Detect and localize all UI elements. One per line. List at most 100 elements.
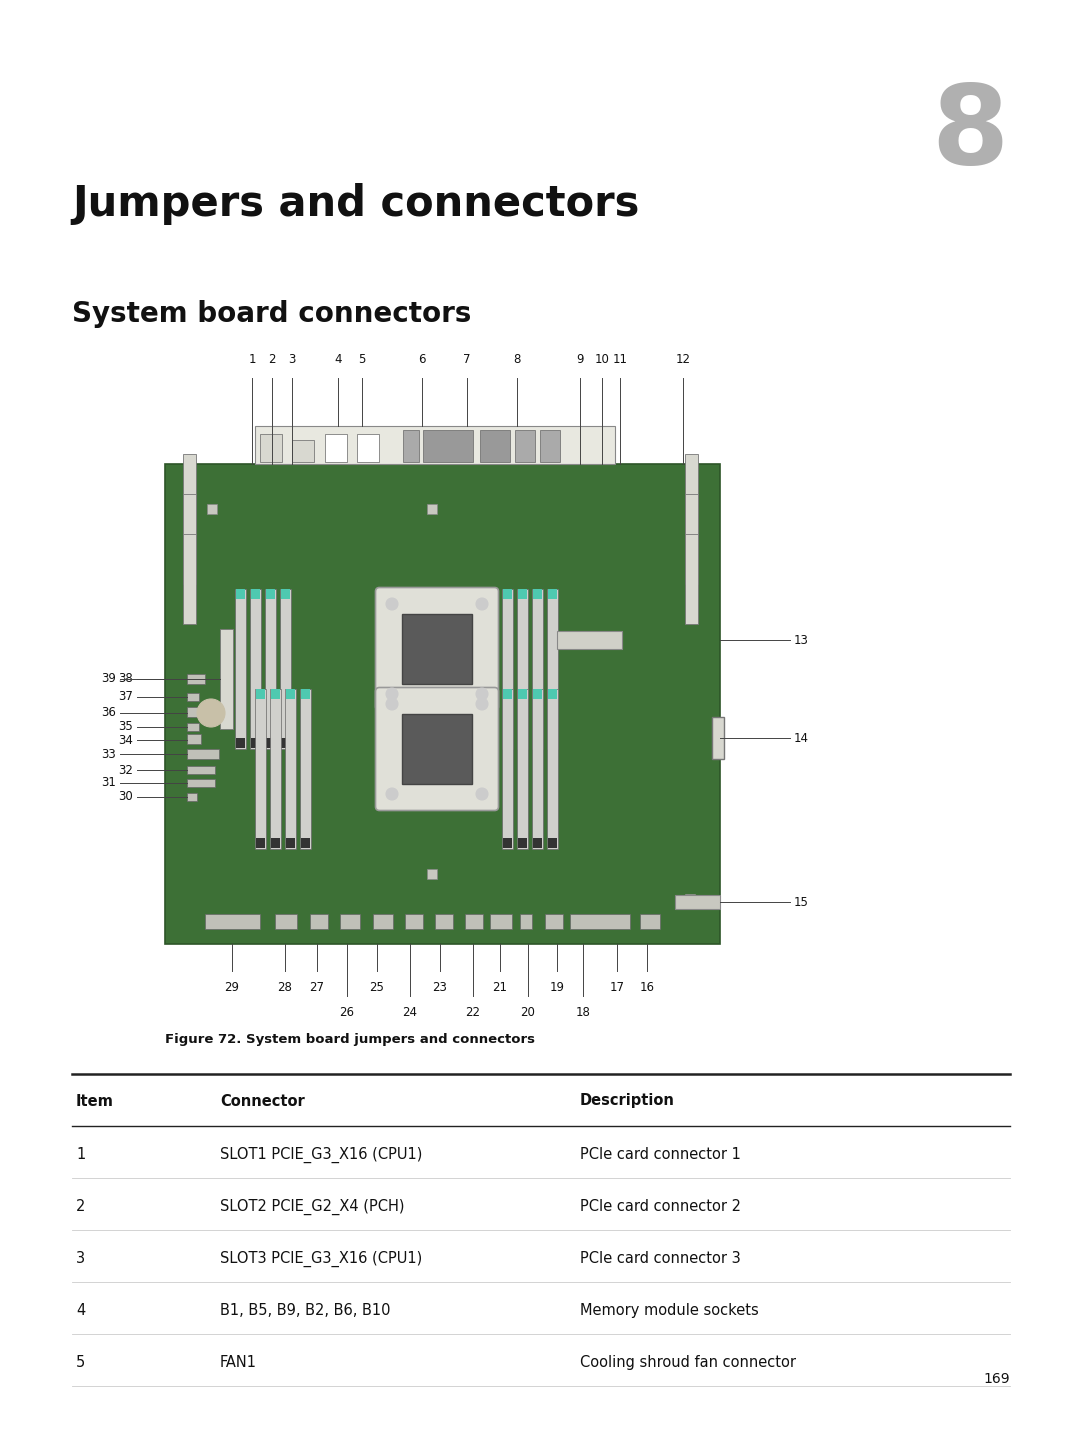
- Bar: [251, 739, 260, 749]
- Text: 34: 34: [118, 734, 133, 747]
- Bar: [402, 714, 472, 784]
- FancyBboxPatch shape: [376, 687, 499, 810]
- Text: 169: 169: [984, 1372, 1010, 1387]
- Bar: [534, 739, 542, 749]
- Text: 12: 12: [675, 353, 690, 366]
- Bar: [270, 688, 281, 849]
- Text: 9: 9: [577, 353, 584, 366]
- Text: 28: 28: [278, 981, 293, 994]
- Text: 37: 37: [118, 691, 133, 704]
- Bar: [534, 837, 542, 847]
- Bar: [546, 589, 558, 749]
- Bar: [427, 869, 437, 879]
- Bar: [712, 717, 724, 759]
- Bar: [275, 913, 297, 929]
- Bar: [187, 723, 199, 731]
- Bar: [235, 589, 246, 749]
- Text: 31: 31: [102, 776, 116, 790]
- Text: 15: 15: [794, 895, 809, 909]
- Bar: [685, 455, 698, 543]
- Bar: [265, 589, 276, 749]
- Bar: [517, 688, 528, 849]
- Text: 3: 3: [76, 1250, 85, 1266]
- Bar: [373, 913, 393, 929]
- Text: 30: 30: [118, 790, 133, 803]
- Bar: [548, 589, 557, 599]
- Text: 33: 33: [102, 747, 116, 760]
- Bar: [256, 837, 265, 847]
- Text: 29: 29: [225, 981, 240, 994]
- Bar: [503, 739, 512, 749]
- Text: 18: 18: [576, 1007, 591, 1020]
- Bar: [357, 435, 379, 462]
- Bar: [260, 435, 282, 462]
- Text: 7: 7: [463, 353, 471, 366]
- Text: 27: 27: [310, 981, 324, 994]
- Circle shape: [476, 688, 488, 700]
- Bar: [640, 913, 660, 929]
- Text: SLOT2 PCIE_G2_X4 (PCH): SLOT2 PCIE_G2_X4 (PCH): [220, 1199, 405, 1215]
- Bar: [286, 837, 295, 847]
- Bar: [518, 589, 527, 599]
- Text: 16: 16: [639, 981, 654, 994]
- Bar: [187, 793, 197, 802]
- Text: 17: 17: [609, 981, 624, 994]
- Bar: [340, 913, 360, 929]
- Text: FAN1: FAN1: [220, 1355, 257, 1369]
- Text: 26: 26: [339, 1007, 354, 1020]
- Bar: [187, 779, 215, 787]
- Bar: [183, 533, 195, 624]
- Bar: [271, 688, 280, 698]
- Text: 8: 8: [931, 80, 1009, 188]
- Text: 11: 11: [612, 353, 627, 366]
- Text: PCIe card connector 3: PCIe card connector 3: [580, 1250, 741, 1266]
- Bar: [435, 913, 453, 929]
- Text: 1: 1: [76, 1147, 85, 1162]
- Bar: [490, 913, 512, 929]
- Text: PCIe card connector 1: PCIe card connector 1: [580, 1147, 741, 1162]
- Text: 35: 35: [118, 720, 133, 734]
- Bar: [255, 688, 266, 849]
- Bar: [281, 739, 291, 749]
- Bar: [301, 688, 310, 698]
- Bar: [402, 614, 472, 684]
- Text: 4: 4: [76, 1304, 85, 1318]
- Bar: [286, 688, 295, 698]
- Text: 5: 5: [76, 1355, 85, 1369]
- Bar: [502, 589, 513, 749]
- Text: 25: 25: [369, 981, 384, 994]
- Text: B1, B5, B9, B2, B6, B10: B1, B5, B9, B2, B6, B10: [220, 1304, 391, 1318]
- Text: SLOT3 PCIE_G3_X16 (CPU1): SLOT3 PCIE_G3_X16 (CPU1): [220, 1250, 422, 1266]
- Bar: [187, 693, 199, 701]
- Text: 10: 10: [595, 353, 609, 366]
- Bar: [301, 837, 310, 847]
- Bar: [534, 589, 542, 599]
- Bar: [187, 734, 201, 744]
- Text: 24: 24: [403, 1007, 418, 1020]
- Bar: [532, 589, 543, 749]
- Bar: [519, 913, 532, 929]
- Circle shape: [197, 698, 225, 727]
- Bar: [280, 589, 291, 749]
- Text: Connector: Connector: [220, 1094, 305, 1108]
- Bar: [271, 837, 280, 847]
- Bar: [557, 631, 622, 650]
- Text: 22: 22: [465, 1007, 481, 1020]
- Text: 38: 38: [118, 673, 133, 685]
- Bar: [187, 749, 219, 759]
- Bar: [266, 739, 275, 749]
- Bar: [518, 837, 527, 847]
- Bar: [292, 440, 314, 462]
- Bar: [503, 688, 512, 698]
- Circle shape: [386, 698, 399, 710]
- Bar: [502, 688, 513, 849]
- Text: 32: 32: [118, 763, 133, 776]
- Bar: [540, 430, 561, 462]
- Text: 21: 21: [492, 981, 508, 994]
- Bar: [285, 688, 296, 849]
- Bar: [570, 913, 630, 929]
- Bar: [518, 739, 527, 749]
- Text: 2: 2: [268, 353, 275, 366]
- Text: Jumpers and connectors: Jumpers and connectors: [72, 184, 639, 225]
- Bar: [187, 766, 215, 774]
